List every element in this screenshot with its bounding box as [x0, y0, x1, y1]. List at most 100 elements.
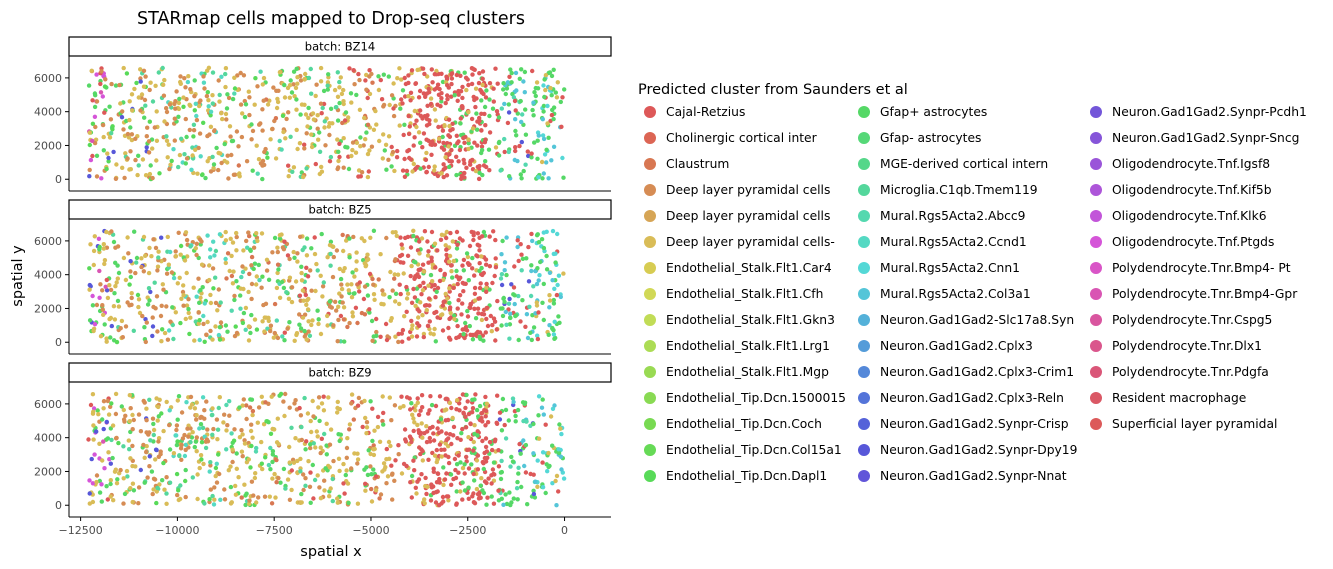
data-point	[297, 141, 303, 146]
data-point	[137, 310, 143, 316]
data-point	[176, 230, 181, 235]
data-point	[154, 109, 159, 114]
data-point	[451, 433, 456, 438]
legend-label: Resident macrophage	[1112, 391, 1247, 405]
legend-label: Neuron.Gad1Gad2-Slc17a8.Syn	[880, 313, 1075, 327]
data-point	[201, 461, 206, 467]
data-point	[551, 116, 556, 122]
data-point	[229, 253, 234, 259]
data-point	[183, 494, 188, 500]
data-point	[349, 466, 354, 471]
data-point	[127, 393, 132, 398]
data-point	[483, 436, 489, 441]
data-point	[456, 92, 461, 97]
data-point	[120, 165, 125, 170]
data-point	[452, 316, 457, 322]
data-point	[384, 446, 389, 452]
data-point	[407, 434, 413, 439]
data-point	[442, 447, 447, 452]
data-point	[449, 441, 454, 447]
data-point	[281, 466, 287, 472]
data-point	[121, 127, 126, 132]
data-point	[533, 479, 538, 484]
legend-swatch	[858, 340, 870, 352]
data-point	[378, 252, 383, 257]
data-point	[204, 332, 209, 338]
data-point	[154, 294, 160, 299]
data-point	[123, 413, 128, 418]
data-point	[504, 86, 510, 91]
legend-label: Polydendrocyte.Tnr.Dlx1	[1112, 339, 1262, 353]
data-point	[249, 281, 255, 287]
data-point	[419, 236, 425, 241]
data-point	[532, 90, 537, 95]
data-point	[467, 323, 472, 329]
data-point	[433, 118, 438, 123]
data-point	[144, 320, 149, 325]
data-point	[266, 277, 272, 282]
legend-item: Endothelial_Stalk.Flt1.Cfh	[638, 281, 823, 307]
data-point	[511, 95, 517, 100]
data-point	[441, 140, 446, 146]
data-point	[484, 289, 489, 294]
data-point	[182, 152, 187, 157]
data-point	[222, 487, 227, 492]
data-point	[455, 323, 460, 329]
data-point	[266, 462, 272, 468]
data-point	[507, 490, 512, 495]
data-point	[382, 148, 387, 153]
data-point	[396, 331, 401, 337]
data-point	[372, 446, 377, 452]
data-point	[297, 405, 302, 411]
data-point	[505, 120, 511, 126]
data-point	[559, 467, 564, 472]
data-point	[294, 127, 299, 133]
legend-swatch	[858, 132, 870, 144]
data-point	[224, 402, 229, 408]
data-point	[428, 498, 434, 503]
legend-item: Microglia.C1qb.Tmem119	[852, 177, 1038, 203]
data-point	[337, 438, 342, 444]
data-point	[212, 497, 217, 502]
legend-swatch	[644, 366, 656, 378]
data-point	[393, 291, 399, 296]
data-point	[104, 166, 109, 172]
data-point	[408, 90, 414, 96]
legend-swatch	[644, 418, 656, 430]
data-point	[411, 458, 416, 463]
data-point	[196, 321, 201, 326]
legend-item: Oligodendrocyte.Tnf.Igsf8	[1084, 151, 1270, 177]
data-point	[548, 414, 554, 419]
data-point	[427, 426, 433, 431]
data-point	[156, 436, 162, 441]
data-point	[210, 406, 215, 411]
data-point	[541, 412, 546, 417]
data-point	[281, 129, 286, 135]
data-point	[318, 445, 323, 450]
data-point	[328, 106, 334, 112]
data-point	[304, 166, 309, 171]
data-point	[345, 324, 350, 330]
data-point	[550, 278, 555, 283]
data-point	[88, 284, 93, 289]
data-point	[135, 172, 140, 178]
data-point	[524, 419, 529, 424]
data-point	[475, 453, 481, 458]
data-point	[494, 327, 499, 332]
data-point	[175, 398, 180, 403]
data-point	[484, 480, 489, 486]
data-point	[474, 486, 480, 492]
data-point	[115, 263, 120, 268]
data-point	[197, 131, 203, 136]
data-point	[500, 313, 506, 319]
legend-label: Oligodendrocyte.Tnf.Ptgds	[1112, 235, 1275, 249]
data-point	[290, 169, 295, 174]
data-point	[114, 280, 119, 285]
data-point	[458, 489, 463, 494]
data-point	[143, 317, 148, 322]
data-point	[300, 288, 306, 293]
data-point	[146, 286, 152, 291]
data-point	[226, 176, 231, 181]
data-point	[515, 407, 521, 413]
data-point	[87, 491, 92, 496]
